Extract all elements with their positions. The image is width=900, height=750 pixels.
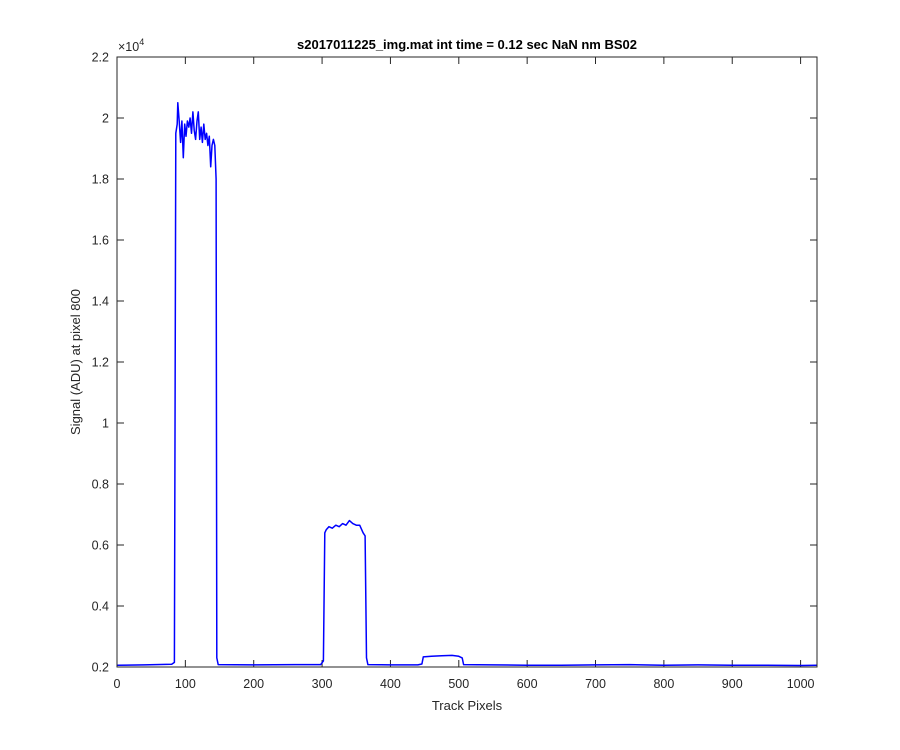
x-tick-label: 600 xyxy=(517,677,538,691)
x-tick-label: 0 xyxy=(114,677,121,691)
x-tick-label: 900 xyxy=(722,677,743,691)
y-tick-label: 2.2 xyxy=(92,51,109,65)
y-tick-label: 0.2 xyxy=(92,661,109,675)
x-axis-label: Track Pixels xyxy=(432,698,503,713)
y-tick-label: 0.8 xyxy=(92,478,109,492)
x-tick-label: 400 xyxy=(380,677,401,691)
y-axis-label: Signal (ADU) at pixel 800 xyxy=(68,289,83,435)
exponent-base: ×10 xyxy=(118,40,139,54)
x-axis-ticks: 0 100 200 300 400 500 600 700 800 900 1000 xyxy=(114,57,815,691)
exponent-power: 4 xyxy=(139,37,144,47)
chart-title: s2017011225_img.mat int time = 0.12 sec … xyxy=(297,37,637,52)
y-tick-label: 1.2 xyxy=(92,356,109,370)
y-tick-label: 1 xyxy=(102,417,109,431)
signal-series-line xyxy=(116,102,818,667)
x-tick-label: 200 xyxy=(243,677,264,691)
y-tick-label: 1.6 xyxy=(92,234,109,248)
y-tick-label: 0.4 xyxy=(92,600,109,614)
y-tick-label: 1.4 xyxy=(92,295,109,309)
plot-area xyxy=(117,57,817,667)
x-tick-label: 500 xyxy=(448,677,469,691)
axes-box xyxy=(116,56,818,668)
y-tick-label: 2 xyxy=(102,112,109,126)
x-tick-label: 300 xyxy=(312,677,333,691)
y-axis-ticks: 0.2 0.4 0.6 0.8 1 1.2 1.4 1.6 1.8 2 2.2 xyxy=(92,51,817,675)
x-tick-label: 800 xyxy=(653,677,674,691)
x-tick-label: 700 xyxy=(585,677,606,691)
y-tick-label: 0.6 xyxy=(92,539,109,553)
y-axis-exponent: ×104 xyxy=(118,37,144,54)
x-tick-label: 1000 xyxy=(787,677,815,691)
y-tick-label: 1.8 xyxy=(92,173,109,187)
x-tick-label: 100 xyxy=(175,677,196,691)
